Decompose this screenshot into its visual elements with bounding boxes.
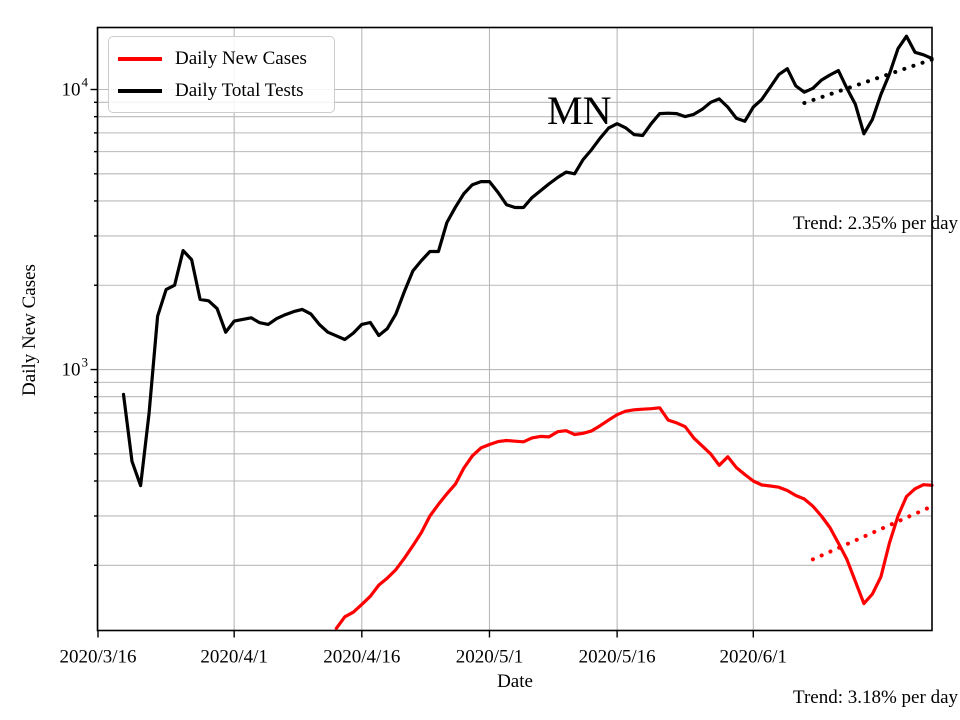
cases-trend-annotation: Trend: 3.18% per day [793, 687, 958, 708]
y-axis-label: Daily New Cases [19, 264, 40, 396]
x-tick-label: 2020/5/16 [579, 647, 656, 668]
legend-item-label: Daily Total Tests [175, 79, 304, 101]
legend-item-label: Daily New Cases [175, 47, 307, 69]
cases-trend-line [810, 504, 934, 562]
region-annotation: MN [547, 88, 612, 133]
x-tick-label: 2020/4/16 [323, 647, 400, 668]
x-tick-label: 2020/6/1 [720, 647, 788, 668]
cases-line [334, 406, 934, 631]
x-tick-label: 2020/3/16 [59, 647, 136, 668]
tests-trend-annotation: Trend: 2.35% per day [793, 213, 958, 234]
red-line-sample-icon [118, 56, 162, 61]
tests-trend-line [802, 57, 934, 105]
black-line-sample-icon [118, 88, 162, 93]
x-tick-label: 2020/4/1 [200, 647, 268, 668]
legend: Daily New Cases Daily Total Tests [108, 36, 335, 113]
legend-item-daily-total-tests: Daily Total Tests [118, 76, 324, 105]
tests-line [121, 34, 934, 488]
y-tick-label: 104 [62, 75, 89, 101]
x-tick-label: 2020/5/1 [456, 647, 524, 668]
x-axis-label: Date [497, 671, 533, 692]
y-tick-label: 103 [62, 355, 89, 381]
axes-frame [96, 26, 933, 632]
legend-item-daily-new-cases: Daily New Cases [118, 44, 324, 73]
